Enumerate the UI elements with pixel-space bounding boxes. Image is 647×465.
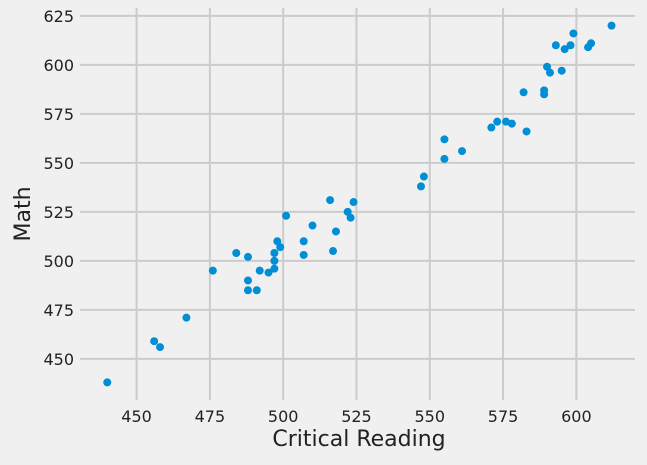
x-tick-label: 475 [195,407,226,426]
data-point [419,172,428,181]
grid [80,8,635,400]
data-point [150,337,159,346]
data-point [587,39,596,48]
data-point [156,343,165,352]
y-tick-labels: 450 475 500 525 550 575 600 625 [43,7,74,369]
data-point [252,286,261,295]
data-point [607,21,616,30]
data-point [282,211,291,220]
data-point [507,119,516,128]
y-tick-label: 475 [43,301,74,320]
data-point [255,266,264,275]
y-tick-label: 575 [43,105,74,124]
x-tick-label: 575 [488,407,519,426]
x-tick-label: 550 [414,407,445,426]
data-point [346,213,355,222]
data-point [243,252,252,261]
x-tick-label: 450 [121,407,152,426]
y-tick-label: 525 [43,203,74,222]
data-point [458,147,467,156]
data-point [243,286,252,295]
data-point [540,90,549,99]
data-point [545,68,554,77]
x-tick-label: 500 [268,407,299,426]
data-point [243,276,252,285]
data-point [182,313,191,322]
data-point [416,182,425,191]
data-point [270,256,279,265]
data-point [557,66,566,75]
y-tick-label: 500 [43,252,74,271]
data-point [440,154,449,163]
data-point [103,378,112,387]
data-point [308,221,317,230]
y-axis-label: Math [11,186,36,241]
x-tick-labels: 450 475 500 525 550 575 600 [121,407,591,426]
data-point [331,227,340,236]
data-point [440,135,449,144]
data-point [276,243,285,252]
data-points [103,21,616,387]
x-tick-label: 600 [561,407,592,426]
data-point [326,196,335,205]
data-point [270,264,279,273]
x-axis-label: Critical Reading [272,427,445,452]
y-tick-label: 550 [43,154,74,173]
y-tick-label: 450 [43,350,74,369]
data-point [329,247,338,256]
data-point [493,117,502,126]
data-point [566,41,575,50]
data-point [569,29,578,38]
data-point [232,249,241,257]
data-point [522,127,531,136]
data-point [264,268,273,277]
data-point [519,88,528,97]
data-point [299,250,308,259]
data-point [551,41,560,50]
data-point [299,237,308,246]
x-tick-label: 525 [341,407,372,426]
data-point [208,266,217,275]
data-point [270,249,279,257]
data-point [487,123,496,132]
data-point [560,45,569,54]
y-tick-label: 600 [43,56,74,75]
y-tick-label: 625 [43,7,74,26]
data-point [349,198,358,207]
